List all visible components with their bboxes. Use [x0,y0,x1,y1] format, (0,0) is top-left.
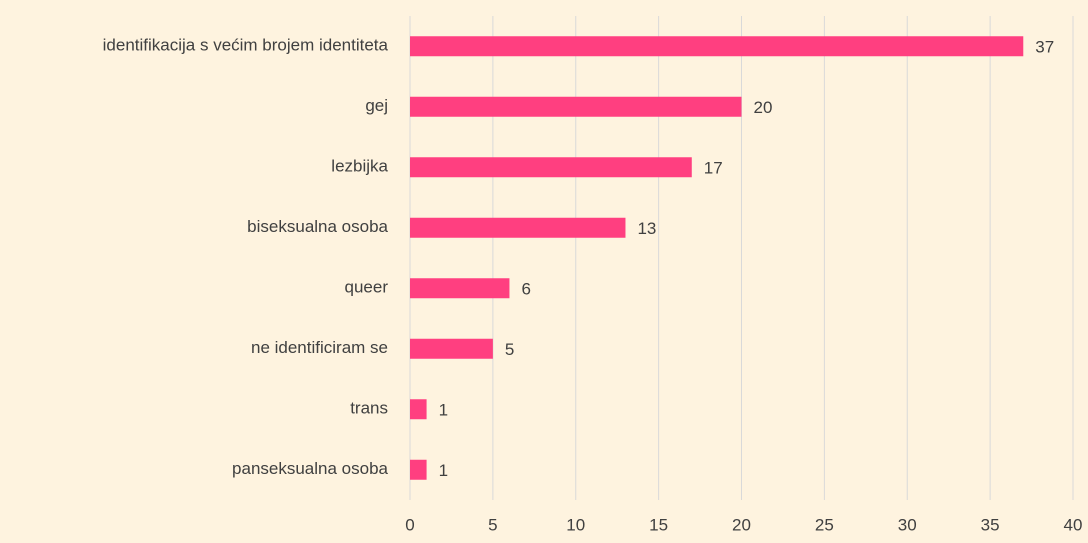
bar [410,96,742,117]
y-tick-label: identifikacija s većim brojem identiteta [103,36,389,55]
x-tick-label: 25 [815,515,834,534]
data-label: 37 [1035,38,1054,57]
x-tick-label: 30 [898,515,917,534]
data-label: 1 [439,401,448,420]
x-tick-label: 10 [566,515,585,534]
y-tick-label: gej [365,96,388,115]
bar [410,459,427,480]
y-tick-label: ne identificiram se [251,338,388,357]
data-label: 13 [637,219,656,238]
x-tick-label: 5 [488,515,497,534]
data-label: 20 [754,98,773,117]
bar [410,399,427,420]
data-label: 17 [704,159,723,178]
y-tick-label: lezbijka [331,157,388,176]
y-tick-label: queer [345,278,389,297]
y-tick-label: trans [350,399,388,418]
y-tick-label: biseksualna osoba [247,217,388,236]
data-label: 1 [439,461,448,480]
x-tick-label: 0 [405,515,414,534]
x-tick-label: 15 [649,515,668,534]
y-tick-label: panseksualna osoba [232,459,389,478]
x-tick-label: 35 [981,515,1000,534]
data-label: 6 [521,280,530,299]
bar [410,157,692,178]
data-label: 5 [505,340,514,359]
x-tick-label: 20 [732,515,751,534]
x-tick-label: 40 [1064,515,1083,534]
bar [410,217,626,238]
bar [410,36,1024,57]
bar [410,278,510,299]
bar [410,338,493,359]
